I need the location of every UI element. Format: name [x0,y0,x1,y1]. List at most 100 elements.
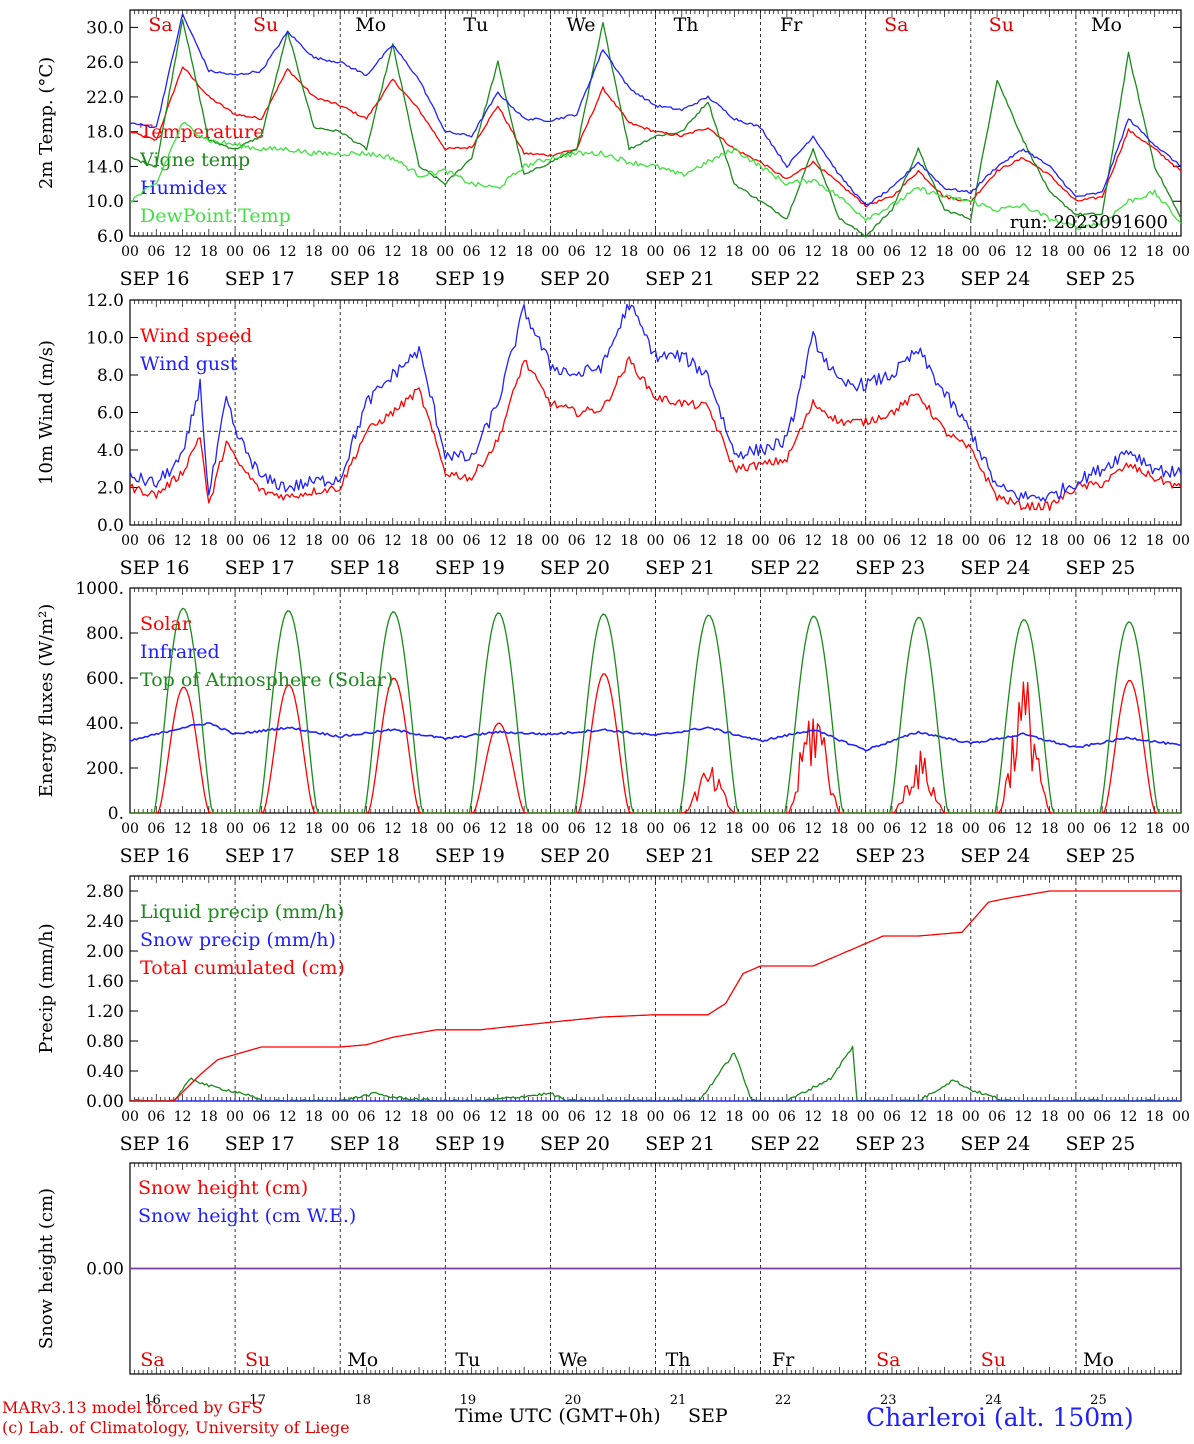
y-tick-label: 0. [108,804,124,824]
hour-label: 00 [752,821,770,837]
date-label: SEP 19 [435,845,505,867]
hour-label: 00 [1067,1109,1085,1125]
date-label: SEP 18 [330,1133,400,1155]
hour-label: 12 [384,1109,402,1125]
legend-entry: Wind speed [140,325,252,347]
series-dewpoint-temp [129,121,1182,230]
date-label: SEP 23 [855,268,925,290]
hour-label: 00 [121,821,139,837]
weekday-label: Sa [876,1349,900,1371]
hour-label: 18 [936,533,954,549]
hour-label: 12 [804,1109,822,1125]
hour-label: 18 [725,533,743,549]
hour-label: 18 [1146,1109,1164,1125]
weekday-label: Th [666,1349,691,1371]
weekday-label: Tu [455,1349,480,1371]
date-label: SEP 19 [435,557,505,579]
y-tick-label: 0.00 [86,1260,124,1280]
weekday-label: Fr [772,1349,795,1371]
date-label: SEP 25 [1066,845,1136,867]
hour-label: 12 [804,533,822,549]
hour-label: 00 [647,1109,665,1125]
hour-label: 12 [384,821,402,837]
weekday-label: Su [253,14,278,36]
hour-label: 00 [331,821,349,837]
hour-label: 06 [252,821,270,837]
hour-label: 12 [1120,244,1138,260]
date-label: SEP 25 [1066,1133,1136,1155]
hour-label: 12 [1120,533,1138,549]
y-axis-label: 2m Temp. (°C) [36,57,57,189]
time-axis-label: Time UTC (GMT+0h) [455,1405,661,1427]
hour-label: 00 [1067,244,1085,260]
hour-label: 18 [831,821,849,837]
day-number-label: 17 [249,1393,266,1408]
hour-label: 06 [463,821,481,837]
hour-label: 12 [804,821,822,837]
weekday-label: Fr [780,14,803,36]
date-label: SEP 23 [855,845,925,867]
date-label: SEP 16 [120,268,190,290]
hour-label: 12 [699,1109,717,1125]
y-tick-label: 1.20 [86,1002,124,1022]
y-tick-label: 6.0 [97,404,124,424]
y-tick-label: 0.0 [97,516,124,536]
weekday-label: Th [674,14,699,36]
y-axis-label: Precip (mm/h) [36,923,57,1053]
date-label: SEP 20 [540,1133,610,1155]
y-tick-label: 2.0 [97,479,124,499]
hour-label: 18 [305,533,323,549]
day-number-label: 18 [354,1393,371,1408]
date-label: SEP 18 [330,845,400,867]
hour-label: 12 [1120,1109,1138,1125]
hour-label: 12 [279,1109,297,1125]
hour-label: 12 [1120,821,1138,837]
hour-label: 12 [174,821,192,837]
hour-label: 00 [541,821,559,837]
hour-label: 12 [594,821,612,837]
hour-label: 06 [988,821,1006,837]
hour-label: 00 [436,1109,454,1125]
hour-label: 06 [147,533,165,549]
weekday-label: We [558,1349,587,1371]
y-tick-label: 1000. [75,579,124,599]
hour-label: 12 [594,533,612,549]
hour-label: 00 [962,821,980,837]
hour-label: 12 [594,1109,612,1125]
weekday-label: Sa [148,14,172,36]
hour-label: 12 [909,821,927,837]
hour-label: 00 [1067,821,1085,837]
hour-label: 06 [358,821,376,837]
weekday-label: Su [989,14,1014,36]
date-label: SEP 21 [645,1133,715,1155]
hour-label: 12 [1014,1109,1032,1125]
hour-label: 12 [279,821,297,837]
y-tick-label: 8.0 [97,366,124,386]
y-tick-label: 2.00 [86,942,124,962]
weekday-label: We [566,14,595,36]
hour-label: 18 [725,1109,743,1125]
hour-label: 06 [673,244,691,260]
y-tick-label: 2.40 [86,912,124,932]
day-number-label: 23 [880,1393,897,1408]
date-label: SEP 18 [330,268,400,290]
hour-label: 00 [331,244,349,260]
y-tick-label: 0.40 [86,1062,124,1082]
legend-entry: Top of Atmosphere (Solar) [140,669,393,691]
legend-entry: Snow precip (mm/h) [140,929,336,951]
date-label: SEP 19 [435,268,505,290]
hour-label: 12 [699,533,717,549]
hour-label: 00 [1172,1109,1190,1125]
y-axis-label: Snow height (cm) [36,1188,57,1349]
hour-label: 06 [883,1109,901,1125]
series-infrared [129,722,1182,752]
hour-label: 06 [778,533,796,549]
date-label: SEP 17 [225,557,295,579]
hour-label: 06 [147,821,165,837]
y-tick-label: 0.80 [86,1032,124,1052]
hour-label: 06 [358,1109,376,1125]
hour-label: 18 [1041,244,1059,260]
hour-label: 06 [568,244,586,260]
hour-label: 00 [752,244,770,260]
